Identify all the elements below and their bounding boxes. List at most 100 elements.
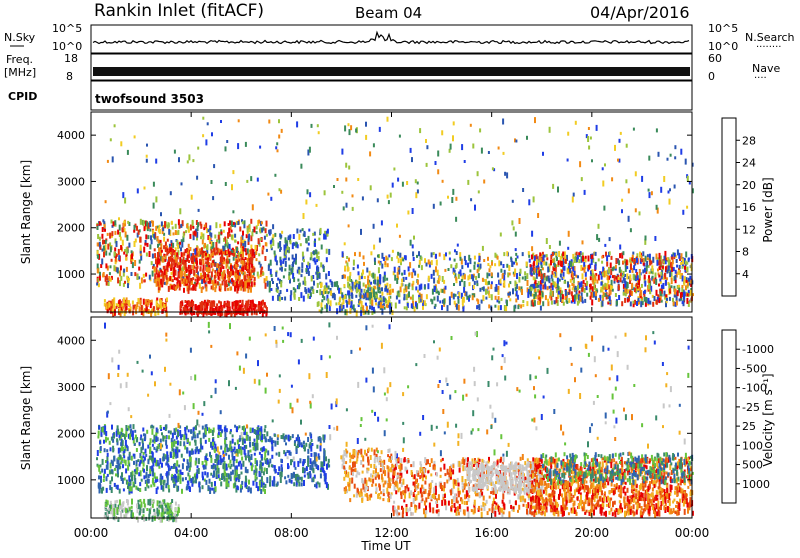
data-cell: [186, 282, 189, 286]
beam-label: Beam 04: [355, 4, 422, 22]
data-cell: [180, 239, 183, 243]
data-cell: [117, 304, 120, 307]
data-cell: [156, 507, 159, 514]
data-cell: [98, 241, 101, 247]
data-cell: [550, 297, 553, 301]
data-cell: [225, 258, 228, 264]
data-cell: [363, 276, 366, 279]
data-cell: [252, 275, 255, 278]
data-cell: [254, 447, 257, 452]
data-cell: [231, 184, 233, 191]
data-cell: [213, 164, 216, 169]
data-cell: [216, 265, 218, 272]
data-cell: [197, 468, 200, 474]
data-cell: [655, 253, 658, 260]
data-cell: [178, 281, 181, 287]
data-cell: [218, 277, 221, 281]
data-cell: [128, 483, 130, 487]
data-cell: [138, 266, 141, 271]
data-cell: [636, 285, 639, 289]
data-cell: [620, 269, 623, 273]
data-cell: [674, 301, 677, 307]
data-cell: [108, 440, 111, 445]
data-cell: [172, 272, 175, 278]
data-cell: [193, 265, 196, 269]
data-cell: [225, 279, 228, 286]
data-cell: [548, 245, 551, 249]
data-cell: [239, 435, 242, 442]
data-cell: [259, 263, 262, 268]
data-cell: [304, 280, 307, 286]
data-cell: [179, 257, 182, 263]
data-cell: [380, 297, 383, 301]
data-cell: [564, 258, 567, 264]
data-cell: [116, 467, 119, 474]
data-cell: [167, 285, 170, 292]
data-cell: [549, 295, 552, 299]
data-cell: [638, 276, 641, 281]
data-cell: [214, 287, 217, 293]
data-cell: [533, 260, 536, 266]
data-cell: [259, 274, 262, 278]
data-cell: [499, 305, 502, 311]
data-cell: [293, 242, 296, 246]
data-cell: [450, 291, 453, 298]
data-cell: [229, 466, 232, 470]
data-cell: [271, 443, 274, 450]
data-cell: [302, 280, 305, 285]
data-cell: [333, 292, 335, 298]
data-cell: [225, 437, 228, 440]
data-cell: [276, 286, 279, 290]
data-cell: [124, 439, 127, 446]
data-cell: [226, 477, 229, 484]
data-cell: [149, 302, 152, 309]
data-cell: [161, 475, 164, 480]
data-cell: [231, 278, 234, 283]
data-cell: [305, 442, 308, 447]
data-cell: [389, 308, 392, 315]
data-cell: [169, 264, 172, 269]
data-cell: [155, 488, 158, 494]
data-cell: [533, 283, 536, 289]
data-cell: [276, 149, 279, 153]
data-cell: [155, 461, 158, 466]
data-cell: [183, 441, 186, 447]
data-cell: [302, 295, 305, 302]
data-cell: [243, 429, 246, 436]
data-cell: [234, 470, 237, 477]
data-cell: [591, 299, 594, 306]
data-cell: [608, 237, 611, 242]
data-cell: [224, 311, 227, 317]
data-cell: [208, 263, 211, 268]
data-cell: [171, 285, 173, 290]
data-cell: [618, 158, 621, 163]
data-cell: [494, 252, 497, 258]
data-cell: [172, 452, 175, 458]
data-cell: [195, 446, 198, 451]
data-cell: [99, 464, 102, 468]
data-cell: [173, 483, 176, 488]
data-cell: [116, 440, 119, 446]
data-cell: [631, 282, 634, 289]
data-cell: [298, 283, 301, 290]
data-cell: [130, 510, 133, 514]
data-cell: [596, 279, 599, 284]
data-cell: [309, 192, 312, 198]
data-cell: [212, 260, 215, 264]
data-cell: [224, 447, 226, 453]
data-cell: [153, 248, 156, 252]
data-cell: [234, 482, 237, 488]
data-cell: [115, 258, 118, 263]
data-cell: [218, 477, 221, 481]
data-cell: [184, 308, 187, 312]
data-cell: [212, 308, 214, 313]
data-cell: [105, 274, 108, 281]
data-cell: [644, 300, 647, 307]
data-cell: [114, 230, 117, 235]
data-cell: [464, 290, 467, 296]
data-cell: [274, 173, 277, 177]
data-cell: [478, 304, 481, 311]
data-cell: [138, 259, 141, 264]
data-cell: [307, 287, 310, 293]
data-cell: [269, 475, 272, 482]
